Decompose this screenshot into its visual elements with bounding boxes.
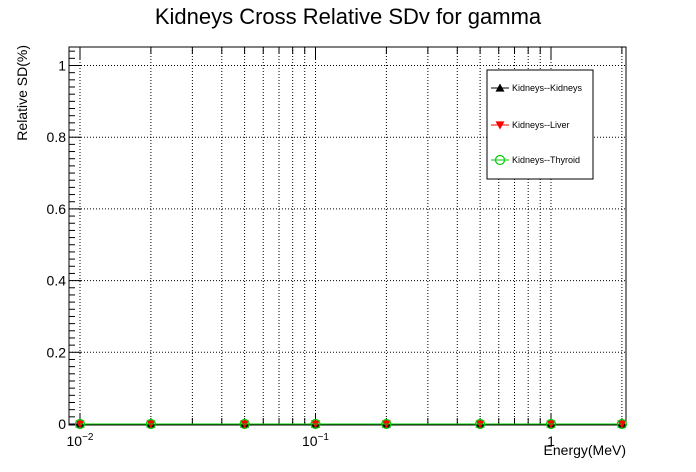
plot-frame xyxy=(68,46,627,426)
legend-marker xyxy=(495,83,505,92)
y-tick-label: 0.6 xyxy=(47,201,67,217)
y-tick-label: 1 xyxy=(58,58,66,74)
data-series xyxy=(74,418,627,430)
y-tick-label: 0 xyxy=(58,416,66,432)
y-tick-label: 0.8 xyxy=(47,129,67,145)
x-tick-label: 10−2 xyxy=(67,432,94,449)
x-tick-label: 1 xyxy=(547,433,555,449)
data-point xyxy=(239,418,250,430)
legend: Kidneys--Kidneys Kidneys--Liver Kidneys--T… xyxy=(486,69,594,180)
data-point xyxy=(616,418,627,430)
data-point xyxy=(74,418,86,430)
legend-marker xyxy=(495,121,505,130)
data-point xyxy=(145,418,156,430)
data-point xyxy=(475,418,486,430)
series-3 xyxy=(74,418,627,430)
data-point xyxy=(381,418,392,430)
y-axis-label: Relative SD(%) xyxy=(14,45,30,141)
grid xyxy=(69,47,626,425)
legend-label: Kidneys--Kidneys xyxy=(512,83,583,93)
data-point xyxy=(545,418,557,430)
y-tick-label: 0.2 xyxy=(47,344,67,360)
y-tick-label: 0.4 xyxy=(47,273,67,289)
x-tick-label: 10−1 xyxy=(302,432,329,449)
legend-entry: Kidneys--Kidneys xyxy=(491,83,583,93)
axis-ticks: 0 0.2 0.4 0.6 0.8 1 10−2 10−1 1 xyxy=(47,47,623,449)
legend-label: Kidneys--Liver xyxy=(512,120,570,130)
chart-title: Kidneys Cross Relative SDv for gamma xyxy=(155,4,542,29)
legend-entry: Kidneys--Thyroid xyxy=(491,154,580,166)
x-axis-label: Energy(MeV) xyxy=(544,442,626,458)
legend-label: Kidneys--Thyroid xyxy=(512,155,580,165)
legend-entry: Kidneys--Liver xyxy=(491,120,570,130)
data-point xyxy=(310,418,321,430)
legend-marker xyxy=(494,154,506,166)
